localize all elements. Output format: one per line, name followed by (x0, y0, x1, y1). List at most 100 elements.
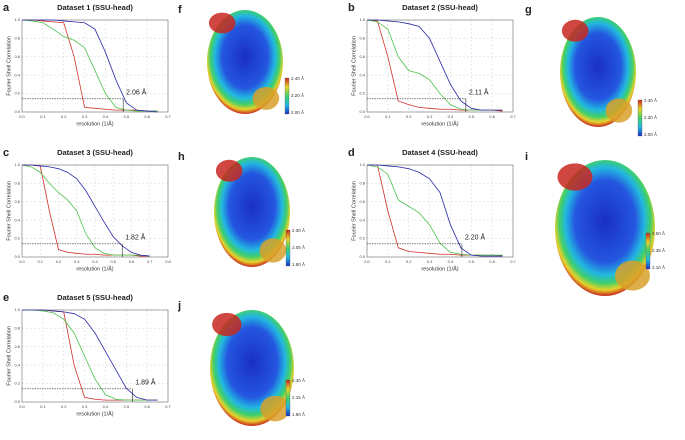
colorbar-label: 2.60 Å (652, 230, 665, 236)
x-tick-label: 0.6 (129, 259, 135, 264)
x-tick-label: 0.2 (406, 259, 412, 264)
colorbar-label: 2.40 Å (292, 377, 305, 383)
y-tick-label: 0.6 (14, 54, 20, 59)
x-tick-label: 0.4 (103, 114, 109, 119)
panel-letter: g (525, 4, 532, 16)
fsc-line (367, 19, 503, 111)
y-tick-label: 0.2 (14, 91, 20, 96)
y-tick-label: 1.0 (14, 17, 20, 22)
y-tick-label: 0.8 (14, 325, 20, 330)
y-tick-label: 0.8 (359, 180, 365, 185)
panel-letter: d (348, 147, 355, 159)
y-tick-label: 0.8 (14, 180, 20, 185)
colorbar (285, 229, 291, 267)
resolution-label: 2.20 Å (465, 233, 486, 242)
y-tick-label: 0.2 (14, 381, 20, 386)
plot-frame (21, 19, 169, 113)
fsc-line (367, 164, 503, 257)
density-map-lobe (208, 12, 236, 34)
y-tick-label: 0.6 (14, 344, 20, 349)
x-tick-label: 0.3 (427, 114, 433, 119)
fsc-line (21, 19, 158, 112)
colorbar-label: 2.05 Å (292, 244, 305, 250)
x-tick-label: 0.2 (56, 259, 62, 264)
panel-letter: e (3, 292, 9, 304)
x-tick-label: 0.8 (165, 259, 171, 264)
colorbar-label: 2.35 Å (652, 247, 665, 253)
y-tick-label: 0.2 (14, 236, 20, 241)
y-tick-label: 0.4 (14, 362, 20, 367)
x-tick-label: 0.0 (19, 114, 25, 119)
fsc-line (22, 19, 158, 113)
colorbar-label: 2.20 Å (644, 114, 657, 120)
y-tick-label: 0.0 (359, 109, 365, 114)
y-tick-label: 0.2 (359, 236, 365, 241)
colorbar (645, 232, 651, 270)
density-map-lobe (615, 260, 650, 291)
colorbar (284, 77, 290, 115)
y-tick-label: 0.8 (359, 35, 365, 40)
panel-letter: h (178, 151, 185, 163)
density-map-lobe (605, 98, 633, 123)
x-tick-label: 0.2 (406, 114, 412, 119)
fsc-line (366, 164, 503, 256)
chart-title: Dataset 1 (SSU-head) (57, 3, 133, 12)
y-tick-label: 0.0 (14, 254, 20, 259)
x-axis-label: resolution (1/Å) (421, 120, 458, 127)
x-tick-label: 0.1 (40, 404, 46, 409)
x-axis-label: resolution (1/Å) (76, 410, 113, 417)
density-map-lobe (212, 312, 242, 337)
chart-title: Dataset 4 (SSU-head) (402, 148, 478, 157)
x-axis-label: resolution (1/Å) (421, 265, 458, 272)
y-tick-label: 0.2 (359, 91, 365, 96)
y-axis-label: Fourier Shell Correlation (6, 181, 12, 241)
panel-letter: b (348, 2, 355, 14)
colorbar (285, 379, 291, 417)
colorbar-label: 1.90 Å (292, 411, 305, 417)
y-tick-label: 0.0 (14, 109, 20, 114)
colorbar-label: 2.20 Å (291, 92, 304, 98)
chart-title: Dataset 3 (SSU-head) (57, 148, 133, 157)
x-tick-label: 0.7 (165, 114, 171, 119)
x-tick-label: 0.4 (103, 404, 109, 409)
x-tick-label: 0.6 (489, 259, 495, 264)
x-axis-label: resolution (1/Å) (76, 120, 113, 127)
colorbar-label: 2.40 Å (644, 97, 657, 103)
colorbar-label: 2.10 Å (652, 264, 665, 270)
y-tick-label: 0.8 (14, 35, 20, 40)
resolution-label: 2.06 Å (126, 88, 147, 97)
colorbar-label: 2.00 Å (291, 109, 304, 115)
y-tick-label: 1.0 (14, 162, 20, 167)
fsc-line (22, 164, 150, 257)
y-tick-label: 0.4 (359, 217, 365, 222)
x-tick-label: 0.6 (144, 114, 150, 119)
y-tick-label: 0.0 (14, 399, 20, 404)
fsc-line (366, 19, 503, 112)
x-tick-label: 0.5 (124, 114, 130, 119)
colorbar (637, 99, 643, 137)
x-tick-label: 0.5 (469, 259, 475, 264)
y-tick-label: 0.6 (359, 199, 365, 204)
x-tick-label: 0.6 (144, 404, 150, 409)
x-tick-label: 0.7 (147, 259, 153, 264)
x-tick-label: 0.5 (110, 259, 116, 264)
density-map-lobe (557, 163, 593, 191)
chart-title: Dataset 2 (SSU-head) (402, 3, 478, 12)
y-tick-label: 0.0 (359, 254, 365, 259)
y-tick-label: 0.6 (14, 199, 20, 204)
x-tick-label: 0.4 (448, 259, 454, 264)
x-axis-label: resolution (1/Å) (76, 265, 113, 272)
panel-letter: a (3, 2, 10, 14)
y-tick-label: 1.0 (14, 307, 20, 312)
colorbar-label: 2.15 Å (292, 394, 305, 400)
density-map-lobe (561, 19, 589, 42)
x-tick-label: 0.0 (364, 114, 370, 119)
x-tick-label: 0.3 (74, 259, 80, 264)
x-tick-label: 0.1 (385, 114, 391, 119)
y-tick-label: 0.4 (14, 217, 20, 222)
x-tick-label: 0.1 (37, 259, 43, 264)
panel-letter: f (178, 4, 182, 16)
x-tick-label: 0.3 (427, 259, 433, 264)
x-tick-label: 0.5 (469, 114, 475, 119)
